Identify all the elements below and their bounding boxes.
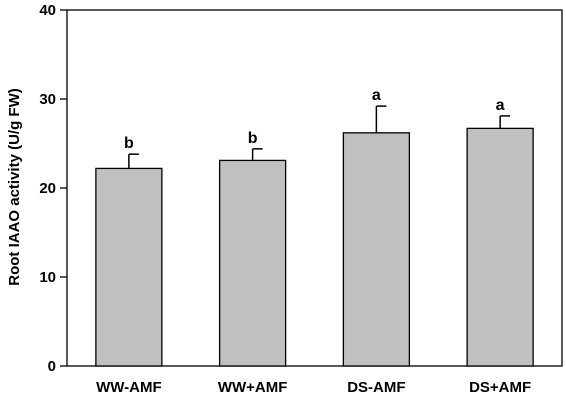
significance-label: b: [124, 135, 134, 152]
significance-label: a: [372, 87, 381, 104]
plot-area: 0 10 20 30 40 b WW-AMF b WW+AMF a DS-AMF a DS+AMF: [39, 2, 563, 396]
y-tick-label: 30: [39, 91, 56, 108]
bar: [218, 159, 287, 367]
significance-label: b: [248, 130, 258, 147]
y-tick-label: 0: [48, 358, 56, 375]
bar: [342, 132, 411, 367]
y-tick-label: 20: [39, 180, 56, 197]
bar: [466, 127, 534, 367]
x-tick-label: WW-AMF: [96, 379, 162, 396]
y-tick-label: 10: [39, 269, 56, 286]
x-tick-label: WW+AMF: [218, 379, 288, 396]
x-tick-label: DS-AMF: [347, 379, 405, 396]
bar: [95, 167, 163, 367]
y-tick-label: 40: [39, 2, 56, 19]
y-axis-label: Root IAAO activity (U/g FW): [6, 88, 23, 286]
x-tick-label: DS+AMF: [469, 379, 531, 396]
significance-label: a: [496, 97, 505, 114]
